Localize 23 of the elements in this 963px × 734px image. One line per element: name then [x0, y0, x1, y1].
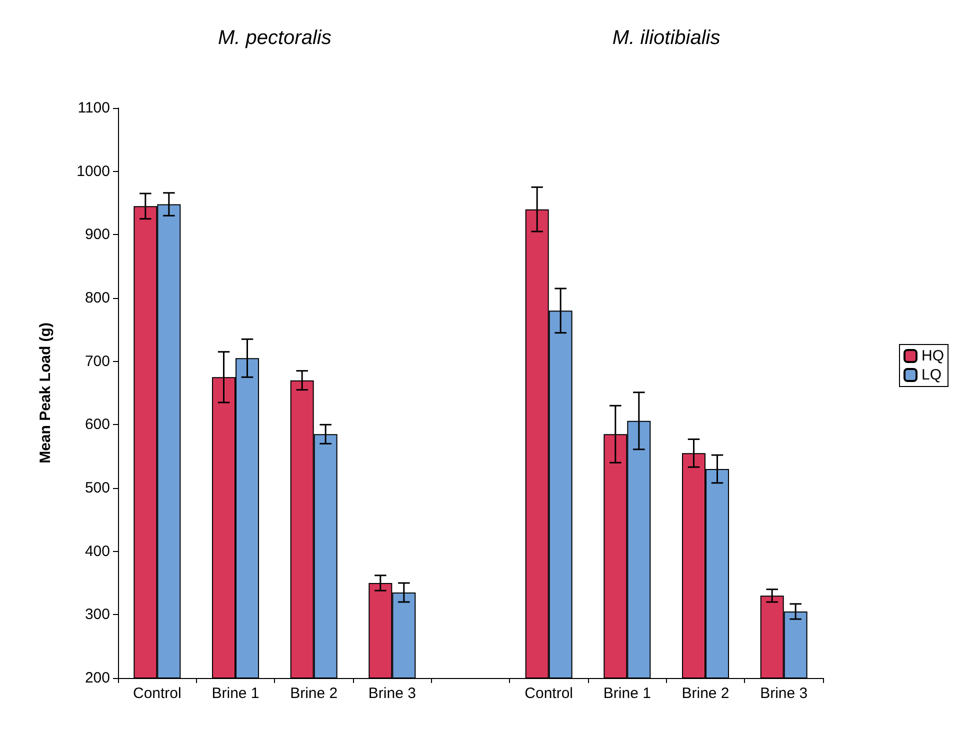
y-tick-label: 600 — [84, 416, 110, 434]
text: M. iliotibialis — [612, 27, 720, 49]
x-tick-label: Brine 3 — [368, 685, 416, 702]
y-tick-label: 800 — [84, 290, 110, 306]
y-tick-label: 400 — [84, 542, 110, 560]
x-tick-label: Brine 1 — [603, 685, 651, 702]
x-tick-label: Brine 3 — [760, 685, 808, 702]
y-axis-title: Mean Peak Load (g) — [37, 322, 54, 464]
legend-label: LQ — [922, 366, 942, 384]
legend-label: HQ — [922, 348, 944, 364]
y-tick-label: 200 — [84, 670, 110, 686]
text: M. pectoralis — [218, 27, 332, 49]
x-tick-label: Brine 1 — [212, 685, 260, 702]
y-tick-label: 1000 — [76, 162, 110, 180]
y-tick-label: 1100 — [78, 100, 110, 116]
y-tick-label: 300 — [84, 606, 110, 624]
x-tick-label: Control — [132, 685, 182, 702]
x-tick-label: Brine 2 — [682, 685, 730, 702]
y-tick-label: 700 — [84, 352, 110, 370]
y-tick-label: 500 — [84, 480, 110, 496]
y-tick-label: 900 — [84, 226, 110, 244]
x-tick-label: Control — [524, 685, 574, 702]
x-tick-label: Brine 2 — [290, 685, 338, 702]
